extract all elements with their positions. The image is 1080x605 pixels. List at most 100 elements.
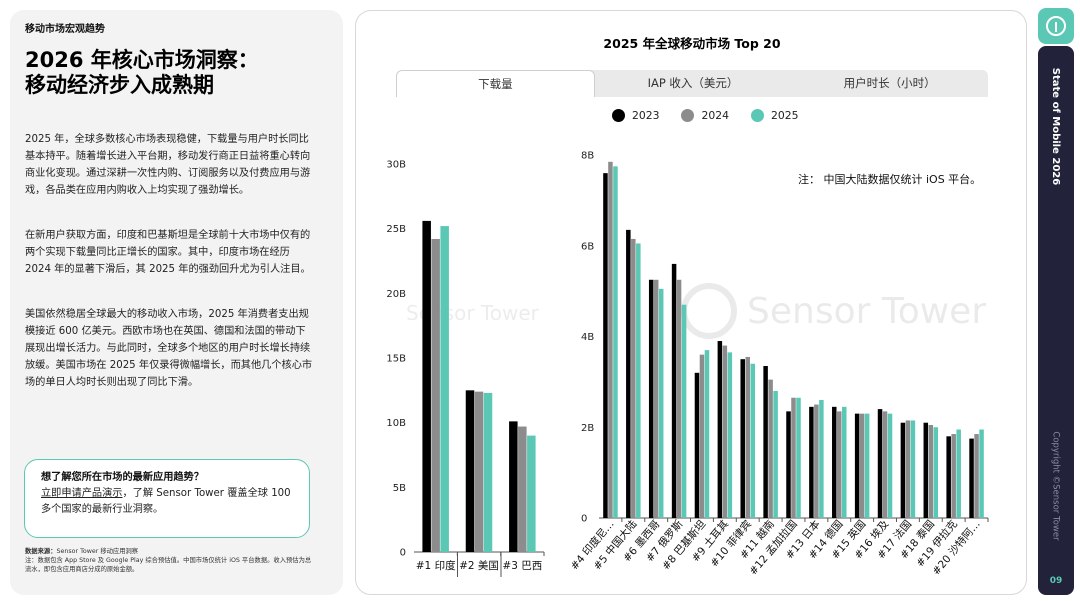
bar-2023 <box>694 372 700 518</box>
chart-note: 注： 中国大陆数据仅统计 iOS 平台。 <box>798 173 982 186</box>
footnote: 数据来源：Sensor Tower 移动应用洞察 注：数据包含 App Stor… <box>25 547 315 574</box>
copyright-text: Copyright ©Sensor Tower <box>1051 431 1062 541</box>
y-tick-label-0: 15B <box>386 354 406 365</box>
bar-2023 <box>877 409 883 518</box>
bar-2024 <box>431 239 440 552</box>
paragraph-1: 2025 年，全球多数核心市场表现稳健，下载量与用户时长同比基本持平。随着增长进… <box>25 134 311 196</box>
bar-2025 <box>440 226 449 552</box>
y-tick-label-0: 10B <box>386 418 406 429</box>
bar-2023 <box>465 390 475 552</box>
headline-line-1: 2026 年核心市场洞察： <box>25 48 259 72</box>
y-tick-label-1: 4B <box>581 332 594 343</box>
bar-2024 <box>791 397 796 518</box>
report-sidebar: State of Mobile 2026 Copyright ©Sensor T… <box>1038 46 1074 595</box>
bar-2025 <box>887 413 893 518</box>
bar-2025 <box>704 350 710 518</box>
legend-dot-2024 <box>681 108 695 122</box>
page-number: 09 <box>1049 576 1063 586</box>
bar-2024 <box>722 345 728 518</box>
legend-item-2023: 2023 <box>612 108 660 122</box>
bar-2025 <box>636 243 641 518</box>
y-tick-label-1: 6B <box>581 241 594 252</box>
bar-2024 <box>974 434 979 518</box>
footnote-source-label: 数据来源： <box>25 548 57 555</box>
bar-2024 <box>631 238 636 518</box>
bar-2025 <box>613 166 618 518</box>
y-tick-label-0: 5B <box>393 483 406 494</box>
cta-body-text: ，了解 Sensor Tower 覆盖全球 100 多个国家的最新行业洞察。 <box>41 488 291 515</box>
y-tick-label-0: 0 <box>400 548 406 559</box>
bar-2024 <box>699 354 705 518</box>
legend-label-2024: 2024 <box>701 108 729 122</box>
bar-2025 <box>483 392 493 552</box>
bar-2023 <box>832 406 837 518</box>
bar-2024 <box>882 411 888 518</box>
cta-body: 立即申请产品演示，了解 Sensor Tower 覆盖全球 100 多个国家的最… <box>41 486 293 518</box>
bar-2024 <box>928 424 934 518</box>
bar-2023 <box>946 436 951 518</box>
bar-2023 <box>740 359 745 518</box>
footnote-source-name: Sensor Tower 移动应用洞察 <box>56 548 139 555</box>
chart-title: 2025 年全球移动市场 Top 20 <box>603 36 781 51</box>
bar-2024 <box>837 411 842 518</box>
bar-2025 <box>796 397 801 518</box>
y-tick-label-0: 30B <box>386 160 406 171</box>
bar-2023 <box>603 173 608 518</box>
bar-2023 <box>648 279 654 518</box>
legend-label-2025: 2025 <box>770 108 799 122</box>
chart-card: 2025 年全球移动市场 Top 20 下载量 IAP 收入（美元） 用户时长（… <box>355 10 1027 595</box>
bar-2024 <box>676 279 682 518</box>
tab-time-spent[interactable]: 用户时长（小时） <box>843 76 936 90</box>
copyright: Copyright ©Sensor Tower <box>1038 431 1074 540</box>
bar-2024 <box>951 434 956 518</box>
bar-2025 <box>773 390 778 518</box>
bar-2025 <box>681 304 687 518</box>
bar-2025 <box>864 413 870 518</box>
bar-2025 <box>727 352 733 518</box>
bar-2023 <box>509 421 518 552</box>
bar-2023 <box>809 406 814 518</box>
legend-dot-2025 <box>750 108 764 122</box>
bar-2023 <box>969 438 974 518</box>
tab-iap-revenue[interactable]: IAP 收入（美元） <box>647 76 739 90</box>
bar-2023 <box>923 422 929 518</box>
bar-2024 <box>518 426 527 552</box>
paragraph-3: 美国依然稳居全球最大的移动收入市场，2025 年消费者支出规模接近 600 亿美… <box>25 309 313 388</box>
bar-2023 <box>422 220 431 552</box>
bar-2023 <box>626 229 631 518</box>
cta-box: 想了解您所在市场的最新应用趋势？ 立即申请产品演示，了解 Sensor Towe… <box>24 459 310 538</box>
bar-2024 <box>474 391 484 552</box>
report-title-text: State of Mobile 2026 <box>1050 67 1062 185</box>
bar-2024 <box>608 161 613 518</box>
bar-2025 <box>658 288 664 518</box>
y-tick-label-0: 20B <box>386 289 406 300</box>
tab-downloads[interactable]: 下载量 <box>396 70 595 97</box>
bar-2024 <box>814 404 819 518</box>
page-headline: 2026 年核心市场洞察： 移动经济步入成熟期 <box>25 48 325 98</box>
headline-line-2: 移动经济步入成熟期 <box>25 73 214 97</box>
bar-2024 <box>745 356 750 518</box>
watermark: Sensor Tower <box>681 283 986 339</box>
legend-label-2023: 2023 <box>632 108 660 122</box>
demo-request-link[interactable]: 立即申请产品演示 <box>41 488 123 499</box>
y-tick-label-1: 2B <box>581 423 594 434</box>
metric-tabs: 下载量 IAP 收入（美元） 用户时长（小时） <box>396 70 988 97</box>
bar-2023 <box>854 413 860 518</box>
paragraph-2: 在新用户获取方面，印度和巴基斯坦是全球前十大市场中仅有的两个实现下载量同比正增长… <box>25 230 311 275</box>
chart-legend: 2023 2024 2025 <box>612 107 820 123</box>
bar-2023 <box>717 341 723 518</box>
watermark-text: Sensor Tower <box>747 290 987 332</box>
legend-dot-2023 <box>612 108 625 122</box>
bar-2025 <box>527 435 536 552</box>
bar-2025 <box>956 429 961 518</box>
category-label: #1 印度 <box>416 559 456 572</box>
bar-2024 <box>859 413 865 518</box>
bar-2025 <box>979 429 984 518</box>
category-label: #3 巴西 <box>502 560 542 572</box>
bar-2023 <box>900 422 906 518</box>
footnote-note: 注：数据包含 App Store 及 Google Play 综合预估值。中国市… <box>25 557 312 573</box>
bar-2025 <box>933 427 939 518</box>
sensor-tower-logo-icon[interactable] <box>1038 8 1074 44</box>
cta-title: 想了解您所在市场的最新应用趋势？ <box>41 472 204 483</box>
bar-2023 <box>671 263 677 518</box>
